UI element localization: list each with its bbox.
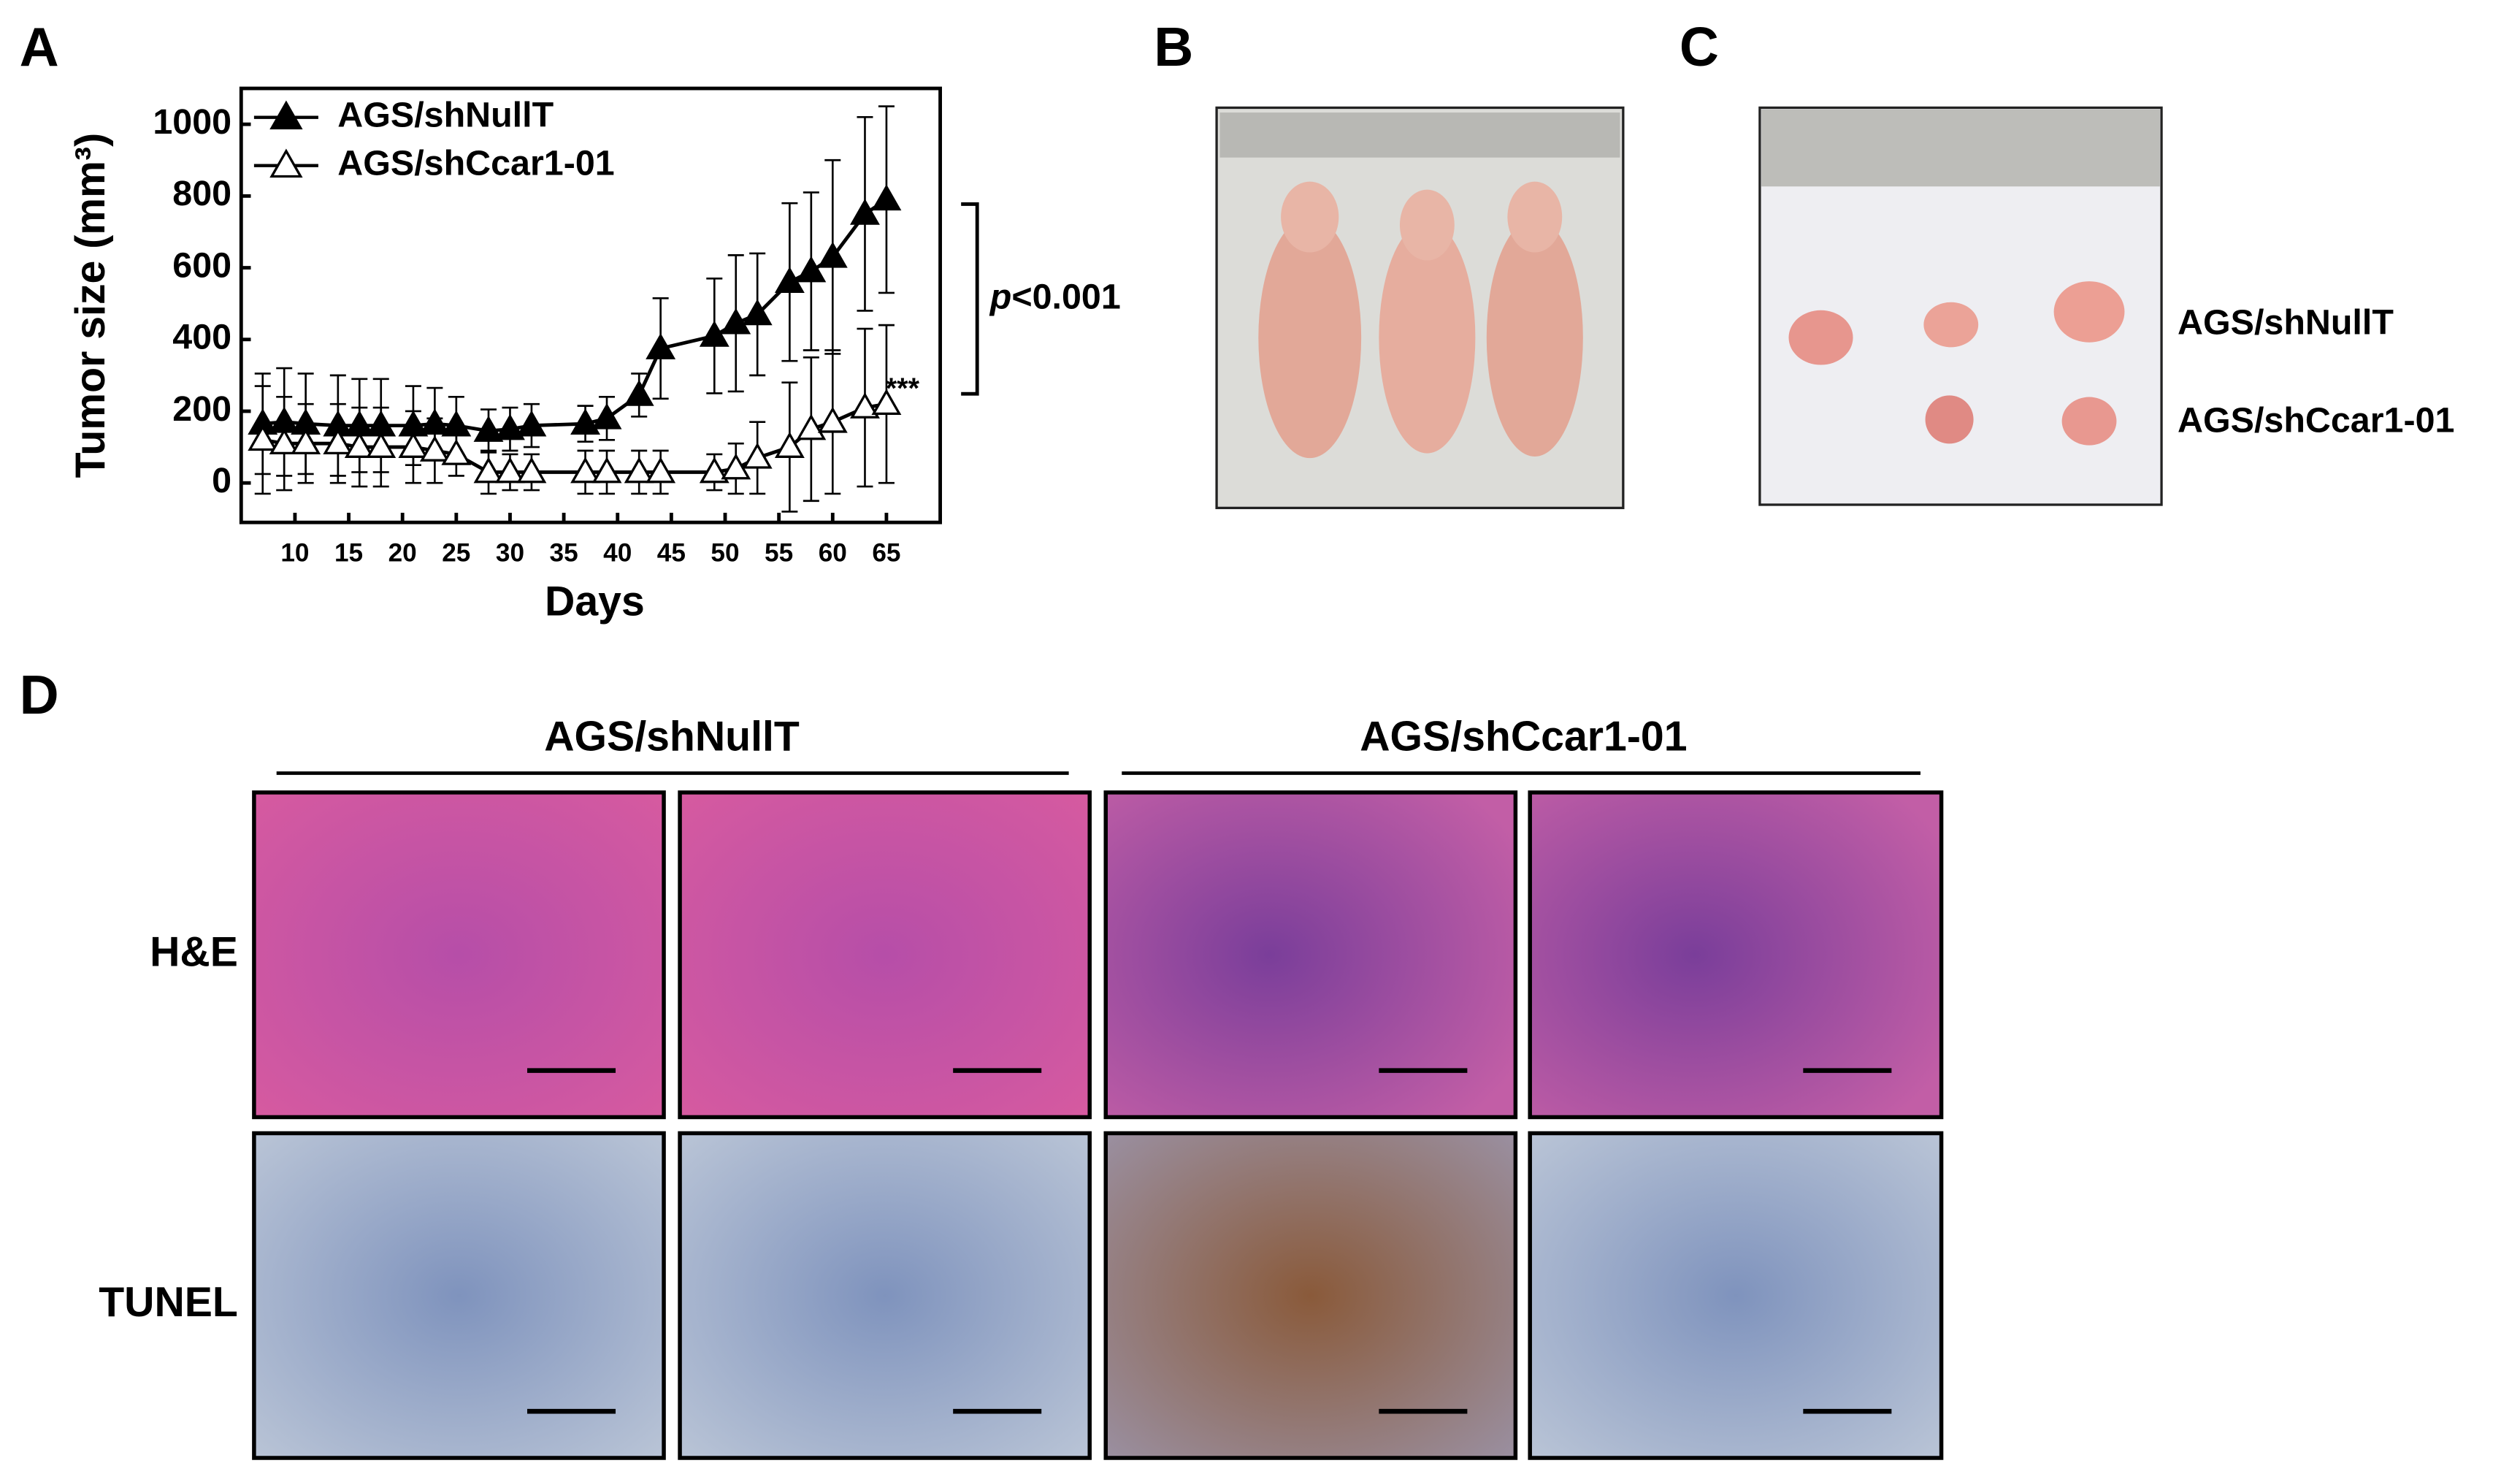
annotation: p<0.001 [989, 277, 1121, 316]
legend-marker [269, 148, 303, 178]
x-tick-label: 25 [442, 539, 470, 568]
marker [721, 453, 751, 480]
x-tick-label: 60 [819, 539, 847, 568]
photo-tumors [1758, 106, 2163, 506]
y-tick-label: 800 [172, 174, 231, 213]
panel-label: D [20, 664, 59, 725]
row-label: TUNEL [99, 1279, 238, 1326]
x-tick-label: 65 [872, 539, 900, 568]
x-tick-label: 35 [550, 539, 578, 568]
marker [473, 416, 504, 442]
panel-label: C [1680, 16, 1719, 77]
x-tick-label: 45 [657, 539, 686, 568]
marker [699, 457, 729, 484]
marker [366, 432, 397, 458]
marker [850, 392, 880, 419]
marker [850, 198, 880, 225]
row-label: AGS/shNullT [2178, 302, 2394, 342]
marker [570, 408, 601, 435]
x-tick-label: 10 [280, 539, 309, 568]
legend-label: AGS/shNullT [337, 95, 554, 134]
marker [871, 389, 902, 416]
marker [742, 442, 773, 469]
series-line [262, 198, 888, 433]
x-tick-label: 20 [388, 539, 417, 568]
marker [817, 406, 848, 433]
x-tick-label: 55 [765, 539, 793, 568]
marker [742, 299, 773, 326]
marker [774, 432, 805, 458]
bracket [961, 202, 979, 396]
marker [796, 413, 827, 440]
row-label: AGS/shCcar1-01 [2178, 401, 2454, 440]
marker [624, 379, 654, 406]
marker [591, 402, 622, 429]
panel-label: B [1154, 16, 1193, 77]
annotation-text: <0.001 [1011, 277, 1120, 316]
marker [871, 184, 902, 211]
marker [441, 438, 472, 465]
marker [646, 457, 676, 484]
marker [419, 435, 450, 462]
legend-label: AGS/shCcar1-01 [337, 143, 614, 183]
x-tick-label: 15 [334, 539, 363, 568]
marker [291, 428, 321, 455]
marker [344, 432, 375, 458]
marker [495, 457, 525, 484]
marker [248, 424, 278, 451]
legend-marker [269, 100, 303, 130]
marker [323, 428, 353, 455]
y-tick-label: 0 [212, 461, 231, 500]
y-tick-label: 400 [172, 318, 231, 357]
marker [699, 320, 729, 347]
marker [591, 457, 622, 484]
marker [646, 333, 676, 359]
x-axis-label: Days [545, 578, 645, 625]
row-label: H&E [150, 928, 238, 975]
group-label: AGS/shCcar1-01 [1360, 713, 1687, 760]
marker [473, 457, 504, 484]
x-tick-label: 40 [603, 539, 632, 568]
marker [495, 413, 525, 440]
marker [721, 308, 751, 335]
panel-label: A [20, 16, 59, 77]
marker [516, 410, 547, 437]
group-label: AGS/shNullT [544, 713, 800, 760]
photo-mice [1215, 106, 1625, 510]
marker [817, 241, 848, 268]
marker [570, 457, 601, 484]
plot-frame [239, 86, 942, 524]
y-tick-label: 1000 [153, 102, 231, 142]
marker [774, 267, 805, 294]
x-tick-label: 30 [496, 539, 524, 568]
marker [516, 457, 547, 484]
marker [796, 256, 827, 283]
y-tick-label: 600 [172, 245, 231, 285]
micrographs [252, 790, 1944, 1460]
y-axis-label: Tumor size (mm³) [67, 133, 114, 478]
y-tick-label: 200 [172, 389, 231, 429]
x-tick-label: 50 [711, 539, 739, 568]
annotation-italic: p [989, 277, 1012, 316]
marker [398, 432, 429, 458]
marker [269, 428, 299, 455]
marker [624, 457, 654, 484]
